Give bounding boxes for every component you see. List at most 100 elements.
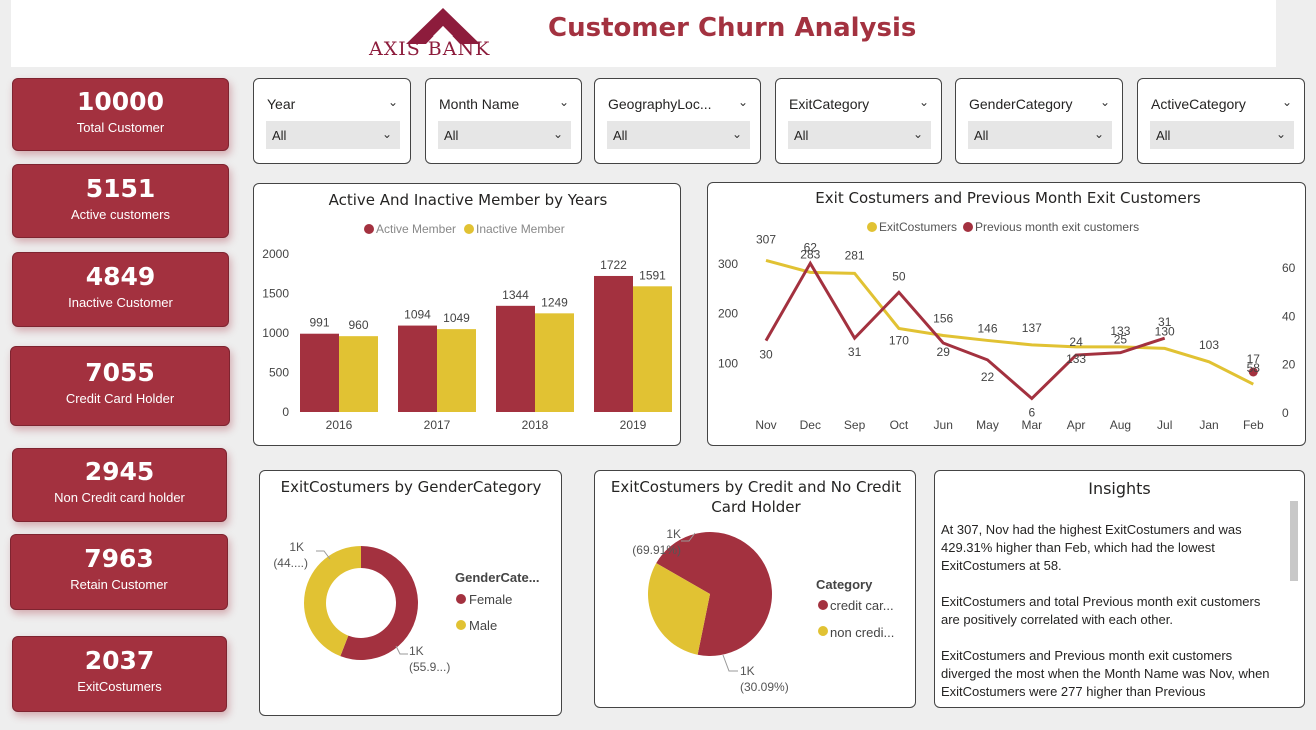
legend-label: non credi... [830, 625, 894, 640]
slicer-title: Year [267, 96, 296, 112]
slicer-dropdown[interactable]: All ⌄ [438, 121, 571, 149]
bar-chart[interactable]: Active And Inactive Member by Years Activ… [254, 184, 681, 446]
data-label: 1344 [502, 288, 529, 302]
insights-scrollbar[interactable] [1290, 501, 1298, 581]
slicer-active-category[interactable]: ActiveCategory ⌄ All ⌄ [1137, 78, 1305, 164]
slicer-dropdown[interactable]: All ⌄ [607, 121, 750, 149]
kpi-retain-customer[interactable]: 7963 Retain Customer [10, 534, 228, 610]
y-tick-label-right: 60 [1282, 261, 1296, 275]
line-chart[interactable]: Exit Costumers and Previous Month Exit C… [708, 183, 1306, 446]
insight-paragraph: ExitCostumers and Previous month exit cu… [941, 648, 1270, 699]
chart-title: Exit Costumers and Previous Month Exit C… [815, 189, 1201, 207]
slicer-geography[interactable]: GeographyLoc... ⌄ All ⌄ [594, 78, 761, 164]
insights-title: Insights [1088, 479, 1151, 498]
gender-donut-chart[interactable]: ExitCostumers by GenderCategory 1K (55.9..… [260, 471, 562, 716]
bar [300, 333, 339, 412]
slicer-dropdown[interactable]: All ⌄ [266, 121, 400, 149]
kpi-total-customer[interactable]: 10000 Total Customer [12, 78, 229, 151]
kpi-label: Total Customer [76, 120, 165, 135]
slice-label: 1K [740, 664, 755, 678]
slicer-title: ActiveCategory [1151, 96, 1246, 112]
donut-slice [304, 546, 361, 657]
y-tick-label: 100 [718, 356, 738, 370]
chevron-down-icon[interactable]: ⌄ [737, 95, 748, 109]
legend-marker [456, 594, 466, 604]
donut-slice [340, 546, 418, 660]
x-tick-label: Feb [1243, 418, 1264, 432]
kpi-label: Credit Card Holder [65, 391, 175, 406]
legend-marker [818, 600, 828, 610]
y-tick-label: 1500 [262, 287, 289, 301]
data-label: 1722 [600, 258, 627, 272]
chart-title: Active And Inactive Member by Years [329, 191, 608, 209]
kpi-value: 7963 [84, 544, 154, 573]
slice-label: (30.09%) [740, 680, 789, 694]
logo-text: AXIS BANK [369, 38, 491, 60]
kpi-inactive-customer[interactable]: 4849 Inactive Customer [12, 252, 229, 327]
slicer-gender-category[interactable]: GenderCategory ⌄ All ⌄ [955, 78, 1123, 164]
chevron-down-icon[interactable]: ⌄ [1099, 95, 1110, 109]
slice-label: (55.9...) [409, 660, 450, 674]
bar [339, 336, 378, 412]
slicer-year[interactable]: Year ⌄ All ⌄ [253, 78, 411, 164]
page-title: Customer Churn Analysis [548, 13, 917, 43]
data-label: 1249 [541, 295, 568, 309]
chevron-down-icon[interactable]: ⌄ [1093, 127, 1104, 141]
credit-pie-chart[interactable]: ExitCostumers by Credit and No Credit Car… [595, 471, 916, 708]
data-label: 130 [1155, 324, 1175, 338]
slicer-dropdown[interactable]: All ⌄ [788, 121, 931, 149]
leader-line [681, 532, 696, 542]
x-tick-label: 2016 [326, 418, 353, 432]
legend-label: credit car... [830, 598, 894, 613]
data-label: 31 [848, 345, 862, 359]
slice-label: 1K [289, 540, 304, 554]
x-tick-label: Aug [1110, 418, 1131, 432]
x-tick-label: Jun [934, 418, 953, 432]
chevron-down-icon[interactable]: ⌄ [912, 127, 923, 141]
data-label: 283 [800, 247, 820, 261]
x-tick-label: May [976, 418, 999, 432]
kpi-non-credit-card-holder[interactable]: 2945 Non Credit card holder [12, 448, 227, 522]
line-chart-panel[interactable]: Exit Costumers and Previous Month Exit C… [707, 182, 1306, 446]
gender-donut-panel[interactable]: ExitCostumers by GenderCategory 1K (55.9..… [259, 470, 562, 716]
y-tick-label: 200 [718, 307, 738, 321]
bar-chart-panel[interactable]: Active And Inactive Member by Years Activ… [253, 183, 681, 446]
data-label: 62 [804, 240, 818, 254]
y-tick-label: 500 [269, 366, 289, 380]
insights-panel[interactable]: Insights At 307, Nov had the highest Exi… [934, 470, 1305, 708]
kpi-exit-customers[interactable]: 2037 ExitCostumers [12, 636, 227, 712]
credit-pie-panel[interactable]: ExitCostumers by Credit and No Credit Car… [594, 470, 916, 708]
chevron-down-icon[interactable]: ⌄ [731, 127, 742, 141]
legend-label: Inactive Member [476, 222, 565, 236]
kpi-value: 2945 [84, 457, 155, 486]
x-tick-label: Sep [844, 418, 866, 432]
chevron-down-icon[interactable]: ⌄ [381, 127, 392, 141]
chevron-down-icon[interactable]: ⌄ [387, 95, 398, 109]
legend-marker-exit [867, 222, 877, 232]
chevron-down-icon[interactable]: ⌄ [918, 95, 929, 109]
x-tick-label: 2019 [620, 418, 647, 432]
slicer-month-name[interactable]: Month Name ⌄ All ⌄ [425, 78, 582, 164]
data-label: 307 [756, 232, 776, 246]
x-tick-label: Oct [890, 418, 909, 432]
bar [535, 313, 574, 412]
slicer-exit-category[interactable]: ExitCategory ⌄ All ⌄ [775, 78, 942, 164]
data-label: 281 [845, 248, 865, 262]
kpi-credit-card-holder[interactable]: 7055 Credit Card Holder [10, 346, 230, 426]
slicer-dropdown[interactable]: All ⌄ [968, 121, 1112, 149]
chart-title: Card Holder [711, 498, 801, 516]
chevron-down-icon[interactable]: ⌄ [1275, 127, 1286, 141]
data-label: 1591 [639, 268, 666, 282]
slicer-value: All [794, 128, 809, 143]
slicer-dropdown[interactable]: All ⌄ [1150, 121, 1294, 149]
kpi-active-customers[interactable]: 5151 Active customers [12, 164, 229, 238]
leader-line [395, 645, 408, 655]
x-tick-label: 2018 [522, 418, 549, 432]
chevron-down-icon[interactable]: ⌄ [558, 95, 569, 109]
x-tick-label: Jan [1199, 418, 1218, 432]
axis-bank-logo [406, 8, 480, 44]
slice-label: (44....) [273, 556, 308, 570]
slicer-title: GenderCategory [969, 96, 1073, 112]
chevron-down-icon[interactable]: ⌄ [1281, 95, 1292, 109]
chevron-down-icon[interactable]: ⌄ [552, 127, 563, 141]
